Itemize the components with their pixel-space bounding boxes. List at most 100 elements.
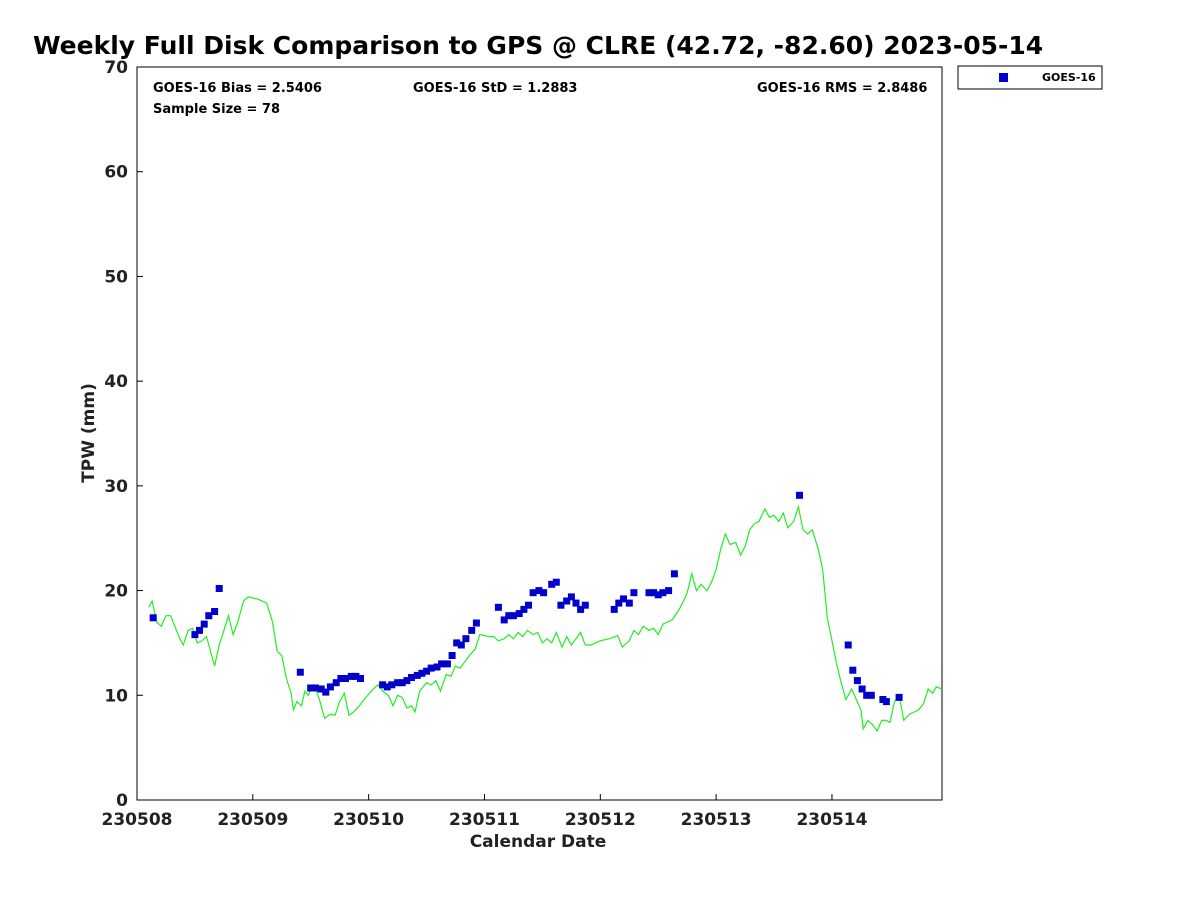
goes16-point xyxy=(895,693,903,701)
goes16-point xyxy=(650,589,658,597)
goes16-point xyxy=(867,691,875,699)
goes16-point xyxy=(317,685,325,693)
bias-stat: GOES-16 Bias = 2.5406 xyxy=(153,81,322,96)
goes16-point xyxy=(557,601,565,609)
goes16-point xyxy=(200,620,208,628)
std-stat: GOES-16 StD = 1.2883 xyxy=(413,81,577,96)
x-tick-label: 230509 xyxy=(217,810,288,830)
goes16-point xyxy=(326,683,334,691)
goes16-point xyxy=(433,663,441,671)
goes16-point xyxy=(552,578,560,586)
y-tick-label: 0 xyxy=(116,791,128,811)
goes16-point xyxy=(453,639,461,647)
goes16-point xyxy=(500,616,508,624)
goes16-point xyxy=(620,595,627,603)
y-tick-label: 30 xyxy=(104,477,128,497)
chart-title: Weekly Full Disk Comparison to GPS @ CLR… xyxy=(33,31,1043,60)
goes16-point xyxy=(577,605,585,613)
goes16-point xyxy=(398,679,406,687)
goes16-point xyxy=(438,660,446,668)
rms-stat: GOES-16 RMS = 2.8486 xyxy=(757,81,927,96)
goes16-point xyxy=(882,698,890,706)
goes16-point xyxy=(494,603,502,611)
series-layer xyxy=(148,491,943,733)
goes16-point xyxy=(427,664,435,672)
x-tick-label: 230514 xyxy=(796,810,867,830)
plot-area xyxy=(136,66,943,801)
goes16-point xyxy=(509,612,517,620)
goes16-point xyxy=(215,585,223,592)
goes16-point xyxy=(610,605,618,613)
goes16-point xyxy=(196,626,203,634)
y-tick-label: 60 xyxy=(104,163,128,183)
goes16-point xyxy=(540,589,548,597)
goes16-point xyxy=(379,681,387,689)
goes16-point xyxy=(581,601,589,609)
goes16-point xyxy=(347,672,355,680)
goes16-point xyxy=(853,677,861,685)
goes16-point xyxy=(548,580,556,588)
goes16-point xyxy=(205,612,213,620)
goes16-point xyxy=(342,675,349,682)
y-axis: 0 10 20 30 40 50 60 70 xyxy=(104,58,143,811)
x-tick-label: 230511 xyxy=(449,810,520,830)
x-axis-label: Calendar Date xyxy=(470,832,607,852)
goes16-point xyxy=(394,679,402,687)
goes16-point xyxy=(844,641,852,649)
goes16-point xyxy=(796,491,803,499)
goes16-point xyxy=(529,589,537,597)
goes16-point xyxy=(645,589,653,597)
goes16-point xyxy=(535,587,543,595)
x-tick-label: 230512 xyxy=(565,810,636,830)
legend-marker xyxy=(999,73,1008,82)
goes16-point xyxy=(572,599,580,607)
goes16-point xyxy=(670,570,678,578)
goes16-point xyxy=(567,593,575,601)
y-tick-label: 70 xyxy=(104,58,128,78)
goes16-point xyxy=(191,631,199,639)
goes16-point xyxy=(863,691,871,699)
y-tick-label: 50 xyxy=(104,267,128,287)
goes16-point xyxy=(423,667,431,675)
y-axis-label: TPW (mm) xyxy=(79,383,99,483)
goes16-point xyxy=(388,681,396,689)
x-tick-label: 230508 xyxy=(102,810,173,830)
goes16-point xyxy=(403,677,411,685)
goes16-point xyxy=(462,635,470,643)
goes16-point xyxy=(659,589,667,597)
legend-label: GOES-16 xyxy=(1042,71,1096,84)
goes16-point xyxy=(337,675,345,682)
goes16-point xyxy=(505,612,513,620)
goes16-point xyxy=(352,672,360,680)
goes16-point xyxy=(457,641,465,649)
goes16-point xyxy=(615,599,623,607)
goes16-point xyxy=(149,614,157,622)
goes16-point xyxy=(849,666,857,674)
goes16-point xyxy=(654,591,662,599)
y-tick-label: 10 xyxy=(104,686,128,706)
legend: GOES-16 xyxy=(957,65,1103,90)
goes16-point xyxy=(443,660,451,668)
goes16-point xyxy=(307,684,315,692)
plot-frame xyxy=(136,66,943,801)
goes16-point xyxy=(525,601,532,609)
gps-line xyxy=(148,504,943,733)
goes16-point xyxy=(858,685,866,693)
y-tick-label: 40 xyxy=(104,372,128,392)
goes16-point xyxy=(413,671,421,679)
goes16-point xyxy=(211,608,219,615)
goes16-point xyxy=(332,679,340,687)
goes16-point xyxy=(311,684,319,692)
goes16-point xyxy=(630,589,638,597)
goes16-point xyxy=(383,683,391,691)
goes16-point xyxy=(296,668,304,676)
goes16-point xyxy=(357,675,364,682)
sample-size-stat: Sample Size = 78 xyxy=(153,102,280,117)
goes16-point xyxy=(472,619,480,627)
goes16-point xyxy=(520,605,528,613)
goes16-point xyxy=(625,599,633,607)
legend-box xyxy=(957,65,1103,90)
goes16-point xyxy=(563,597,571,605)
goes16-point xyxy=(468,626,476,634)
